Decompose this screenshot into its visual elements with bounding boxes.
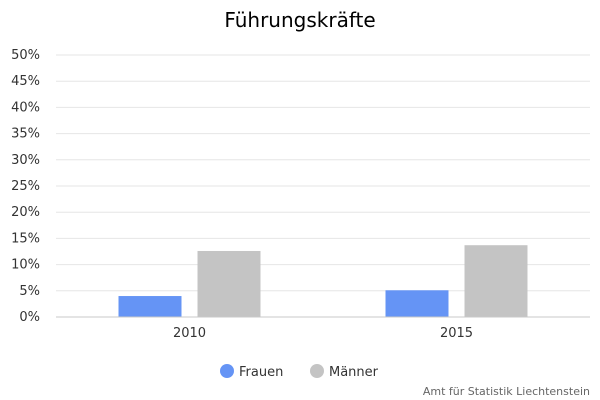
x-axis-ticks: 2010 2015 <box>173 326 473 341</box>
y-tick-label: 0% <box>19 310 40 325</box>
y-axis-ticks: 0% 5% 10% 15% 20% 25% 30% 35% 40% 45% 50% <box>11 48 40 325</box>
bars <box>118 245 528 317</box>
y-tick-label: 35% <box>11 127 40 142</box>
y-tick-label: 10% <box>11 258 40 273</box>
legend-marker-männer <box>310 364 324 378</box>
y-tick-label: 50% <box>11 48 40 63</box>
y-tick-label: 20% <box>11 205 40 220</box>
bar-frauen-2015[interactable] <box>385 290 449 317</box>
grid-lines <box>56 54 590 292</box>
y-tick-label: 25% <box>11 179 40 194</box>
x-tick-label: 2010 <box>173 326 206 341</box>
y-tick-label: 15% <box>11 231 40 246</box>
legend-label-frauen[interactable]: Frauen <box>239 365 283 380</box>
y-tick-label: 45% <box>11 74 40 89</box>
y-tick-label: 5% <box>19 284 40 299</box>
chart-title: Führungskräfte <box>224 8 375 32</box>
legend: Frauen Männer <box>220 364 379 380</box>
bar-männer-2010[interactable] <box>197 250 261 317</box>
legend-marker-frauen <box>220 364 234 378</box>
y-tick-label: 30% <box>11 153 40 168</box>
y-tick-label: 40% <box>11 100 40 115</box>
x-tick-label: 2015 <box>440 326 473 341</box>
legend-label-männer[interactable]: Männer <box>329 365 379 380</box>
credits-text: Amt für Statistik Liechtenstein <box>423 385 590 398</box>
bar-frauen-2010[interactable] <box>118 296 182 317</box>
bar-männer-2015[interactable] <box>464 245 528 317</box>
